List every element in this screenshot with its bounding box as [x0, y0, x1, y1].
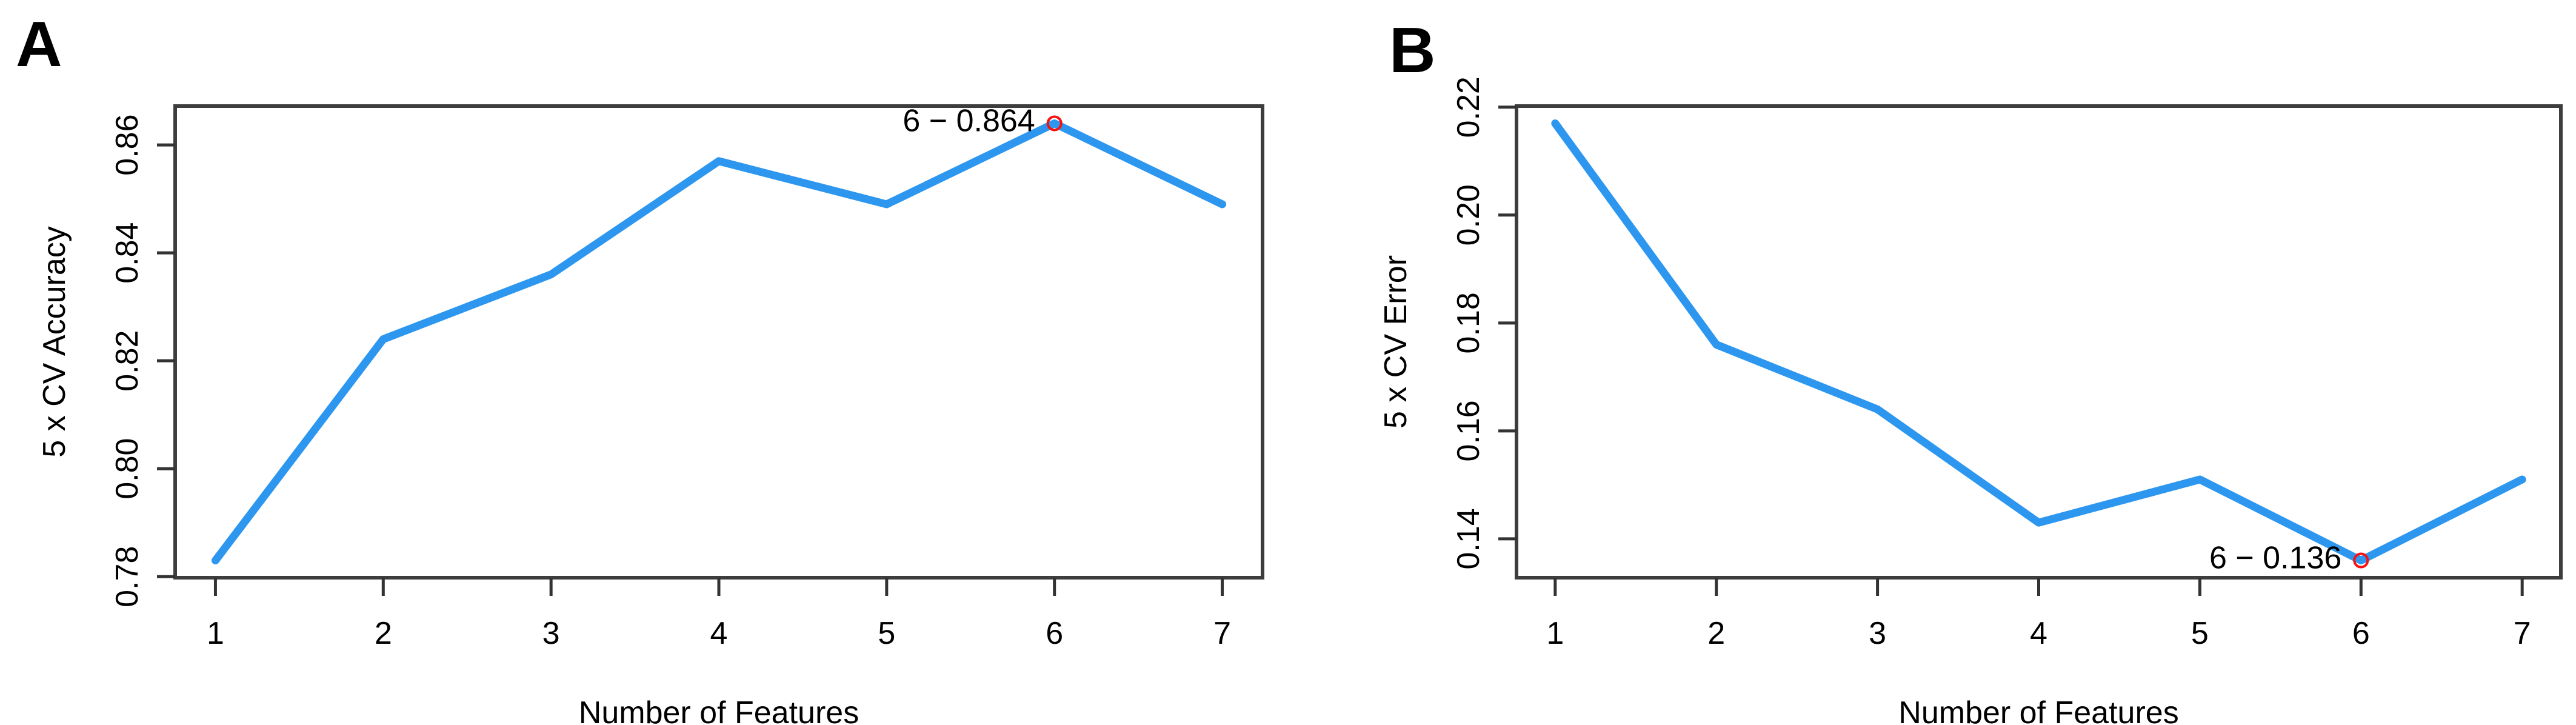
- y-axis: 0.78 0.80 0.82 0.84 0.86: [110, 114, 175, 607]
- x-tick-label: 5: [2191, 616, 2209, 651]
- x-tick-label: 5: [878, 616, 895, 651]
- accuracy-line: [211, 119, 1227, 565]
- panel-b: B 1 2 3 4 5 6 7 0.14 0.16 0.18 0.20 0.22 Number of F…: [1288, 0, 2576, 725]
- panel-a: A 1 2 3 4 5 6 7 0.78 0.80 0.82 0.84 0.86 Number of F…: [16, 8, 1264, 725]
- y-tick-label: 0.84: [110, 222, 145, 284]
- plot-frame: [173, 104, 1264, 580]
- y-tick-label: 0.78: [110, 546, 145, 607]
- y-axis-title: 5 x CV Error: [1378, 255, 1413, 429]
- best-point-marker: [2353, 552, 2369, 569]
- cv-accuracy-chart: 1 2 3 4 5 6 7 0.78 0.80 0.82 0.84 0.86 Number of Fea…: [37, 103, 1264, 725]
- y-tick-label: 0.22: [1451, 76, 1486, 138]
- x-tick-label: 3: [1869, 616, 1886, 651]
- x-tick-label: 7: [2514, 616, 2531, 651]
- best-point-marker: [1046, 115, 1063, 132]
- x-tick-label: 6: [2352, 616, 2370, 651]
- y-tick-label: 0.14: [1451, 508, 1486, 569]
- y-axis-title: 5 x CV Accuracy: [37, 226, 72, 457]
- y-tick-label: 0.86: [110, 114, 145, 175]
- x-tick-label: 4: [710, 616, 728, 651]
- best-point-label: 6 − 0.136: [2209, 541, 2341, 576]
- y-axis: 0.14 0.16 0.18 0.20 0.22: [1451, 76, 1517, 570]
- x-axis-title: Number of Features: [579, 695, 859, 725]
- plot-frame: [1515, 104, 2563, 580]
- best-point-label: 6 − 0.864: [903, 103, 1035, 138]
- x-tick-label: 2: [375, 616, 392, 651]
- error-line: [1551, 119, 2526, 565]
- y-tick-label: 0.82: [110, 330, 145, 392]
- x-axis: 1 2 3 4 5 6 7: [207, 578, 1231, 651]
- y-tick-label: 0.18: [1451, 292, 1486, 353]
- x-tick-label: 1: [207, 616, 224, 651]
- x-axis-title: Number of Features: [1898, 695, 2178, 725]
- x-tick-label: 2: [1707, 616, 1725, 651]
- x-tick-label: 7: [1213, 616, 1231, 651]
- y-tick-label: 0.20: [1451, 184, 1486, 246]
- y-tick-label: 0.16: [1451, 400, 1486, 461]
- x-tick-label: 3: [542, 616, 560, 651]
- panel-b-letter: B: [1389, 15, 1436, 86]
- x-tick-label: 6: [1046, 616, 1063, 651]
- x-tick-label: 1: [1546, 616, 1564, 651]
- x-tick-label: 4: [2030, 616, 2047, 651]
- cv-error-chart: 1 2 3 4 5 6 7 0.14 0.16 0.18 0.20 0.22 Number of Fea…: [1378, 76, 2563, 725]
- panel-a-letter: A: [16, 8, 62, 80]
- x-axis: 1 2 3 4 5 6 7: [1546, 578, 2531, 651]
- y-tick-label: 0.80: [110, 438, 145, 499]
